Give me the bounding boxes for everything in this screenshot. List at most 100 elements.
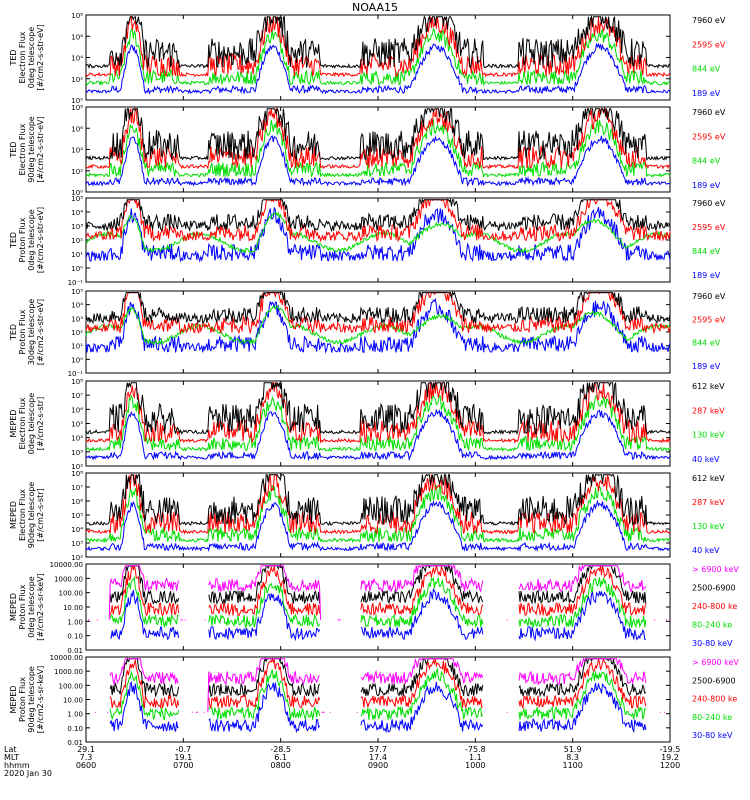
footer-lat-value: 29.1 — [77, 745, 95, 754]
y-tick-label: 10² — [71, 554, 83, 562]
legend-entry: 240-800 ke — [692, 695, 737, 704]
legend-entry: 189 eV — [692, 89, 721, 98]
chart-title: NOAA15 — [351, 1, 399, 14]
y-axis-label-line: [#/cm2-s-str-eV] — [36, 207, 45, 273]
y-axis-label-line: TED — [9, 324, 18, 341]
legend-entry: 2595 eV — [692, 40, 726, 49]
series-trace — [85, 291, 671, 335]
legend-entry: 844 eV — [692, 247, 721, 256]
y-tick-label: 10¹ — [71, 251, 83, 259]
y-axis-label-line: Proton Flux — [18, 217, 27, 262]
series-trace — [85, 499, 671, 553]
y-axis-label: MEPEDProton Flux90deg telescope[#/cm2-s-… — [9, 666, 45, 733]
y-tick-label: 10⁶ — [71, 33, 83, 41]
y-tick-label: 10² — [71, 463, 83, 471]
footer-mlt-value: 19.2 — [661, 753, 679, 762]
legend-entry: 130 keV — [692, 431, 725, 440]
footer-hhmm-value: 0800 — [270, 761, 290, 770]
legend-entry: 80-240 ke — [692, 621, 732, 630]
y-tick-label: 10² — [71, 168, 83, 176]
y-axis-label-line: 90deg telescope — [27, 666, 36, 733]
y-tick-label: 10⁴ — [71, 209, 83, 217]
y-tick-label: 10⁵ — [71, 512, 83, 520]
series-trace — [85, 381, 671, 436]
legend-entry: 80-240 ke — [692, 713, 732, 722]
footer-row-label: 2020 Jan 30 — [4, 769, 52, 778]
y-axis-label: TEDProton Flux30deg telescope[#/cm2-s-st… — [9, 299, 45, 366]
series-trace — [85, 409, 671, 462]
y-tick-label: 10⁸ — [71, 104, 83, 112]
legend-entry: 844 eV — [692, 65, 721, 74]
legend-entry: 240-800 ke — [692, 602, 737, 611]
legend-entry: 40 keV — [692, 455, 720, 464]
y-tick-label: 10³ — [71, 540, 83, 548]
panel-6: 10² 10³ 10⁴ 10⁵ 10⁶ 10⁷ 10⁸ MEPEDElectron Flux9… — [9, 470, 725, 562]
legend-entry: 189 eV — [692, 181, 721, 190]
legend-entry: 7960 eV — [692, 108, 726, 117]
footer-row-label: Lat — [4, 745, 17, 754]
legend-entry: 844 eV — [692, 157, 721, 166]
footer-row-label: MLT — [4, 753, 19, 762]
y-axis-label-line: Electron Flux — [18, 397, 27, 449]
y-tick-label: 0.01 — [67, 739, 83, 747]
legend-entry: 189 eV — [692, 271, 721, 280]
y-tick-label: 10³ — [71, 223, 83, 231]
y-tick-label: 10⁸ — [71, 378, 83, 386]
y-tick-label: 10⁰ — [71, 97, 83, 105]
series-trace — [85, 394, 671, 453]
panel-2: 10⁰ 10² 10⁴ 10⁶ 10⁸ TEDElectron Flux90deg tel… — [9, 104, 726, 197]
legend-entry: 844 eV — [692, 339, 721, 348]
y-tick-label: 10⁶ — [71, 406, 83, 414]
legend-entry: 2595 eV — [692, 132, 726, 141]
y-tick-label: 10⁶ — [71, 498, 83, 506]
y-tick-label: 10⁷ — [71, 484, 83, 492]
series-trace — [85, 118, 671, 179]
y-tick-label: 10² — [71, 237, 83, 245]
y-axis-label-line: MEPED — [9, 501, 18, 529]
y-axis-label: MEPEDProton Flux0deg telescope[#/cm2-s-s… — [9, 573, 45, 640]
panel-frame — [85, 197, 671, 283]
y-axis-label-line: [#/cm2-s-str-eV] — [36, 116, 45, 182]
legend-entry: 7960 eV — [692, 16, 726, 25]
panel-7: 0.01 0.10 1.00 10.00 100.00 1000.00 10000.00 ME… — [9, 561, 739, 655]
legend-entry: 2500-6900 — [692, 584, 736, 593]
y-tick-label: 10¹ — [71, 343, 83, 351]
y-tick-label: 0.01 — [67, 647, 83, 655]
y-tick-label: 10⁷ — [71, 392, 83, 400]
footer-hhmm-value: 1100 — [562, 761, 582, 770]
y-axis-label-line: [#/cm2-s-sr-keV] — [36, 666, 45, 733]
y-tick-label: 10⁴ — [71, 55, 83, 63]
footer-mlt-value: 19.1 — [174, 753, 192, 762]
y-axis-label-line: TED — [9, 49, 18, 66]
y-tick-label: 10⁵ — [71, 288, 83, 296]
series-trace — [85, 106, 671, 161]
footer-mlt-value: 6.1 — [274, 753, 287, 762]
y-axis-label-line: MEPED — [9, 593, 18, 621]
series-trace — [85, 42, 671, 95]
y-tick-label: 10⁵ — [71, 195, 83, 203]
y-tick-label: 100.00 — [59, 682, 84, 690]
legend-entry: 287 keV — [692, 498, 725, 507]
y-tick-label: 10000.00 — [50, 561, 83, 569]
legend-entry: > 6900 keV — [692, 565, 739, 574]
footer-mlt-value: 1.1 — [469, 753, 482, 762]
series-trace — [85, 484, 671, 544]
y-tick-label: 10⁴ — [71, 147, 83, 155]
y-tick-label: 10⁴ — [71, 302, 83, 310]
y-tick-label: 10² — [71, 329, 83, 337]
panel-5: 10² 10³ 10⁴ 10⁵ 10⁶ 10⁷ 10⁸ MEPEDElectron Flux0… — [9, 378, 725, 471]
footer-row-label: hhmm — [4, 761, 30, 770]
y-tick-label: 10.00 — [63, 697, 83, 705]
y-tick-label: 10⁸ — [71, 12, 83, 20]
y-axis-label-line: TED — [9, 232, 18, 249]
legend-entry: 2595 eV — [692, 223, 726, 232]
y-tick-label: 10⁵ — [71, 421, 83, 429]
y-tick-label: 0.10 — [67, 725, 83, 733]
series-trace — [85, 474, 671, 535]
legend-entry: 30-80 keV — [692, 731, 733, 740]
y-tick-label: 10⁸ — [71, 470, 83, 478]
legend-entry: 7960 eV — [692, 292, 726, 301]
series-trace — [85, 206, 671, 263]
legend-entry: 612 keV — [692, 474, 725, 483]
